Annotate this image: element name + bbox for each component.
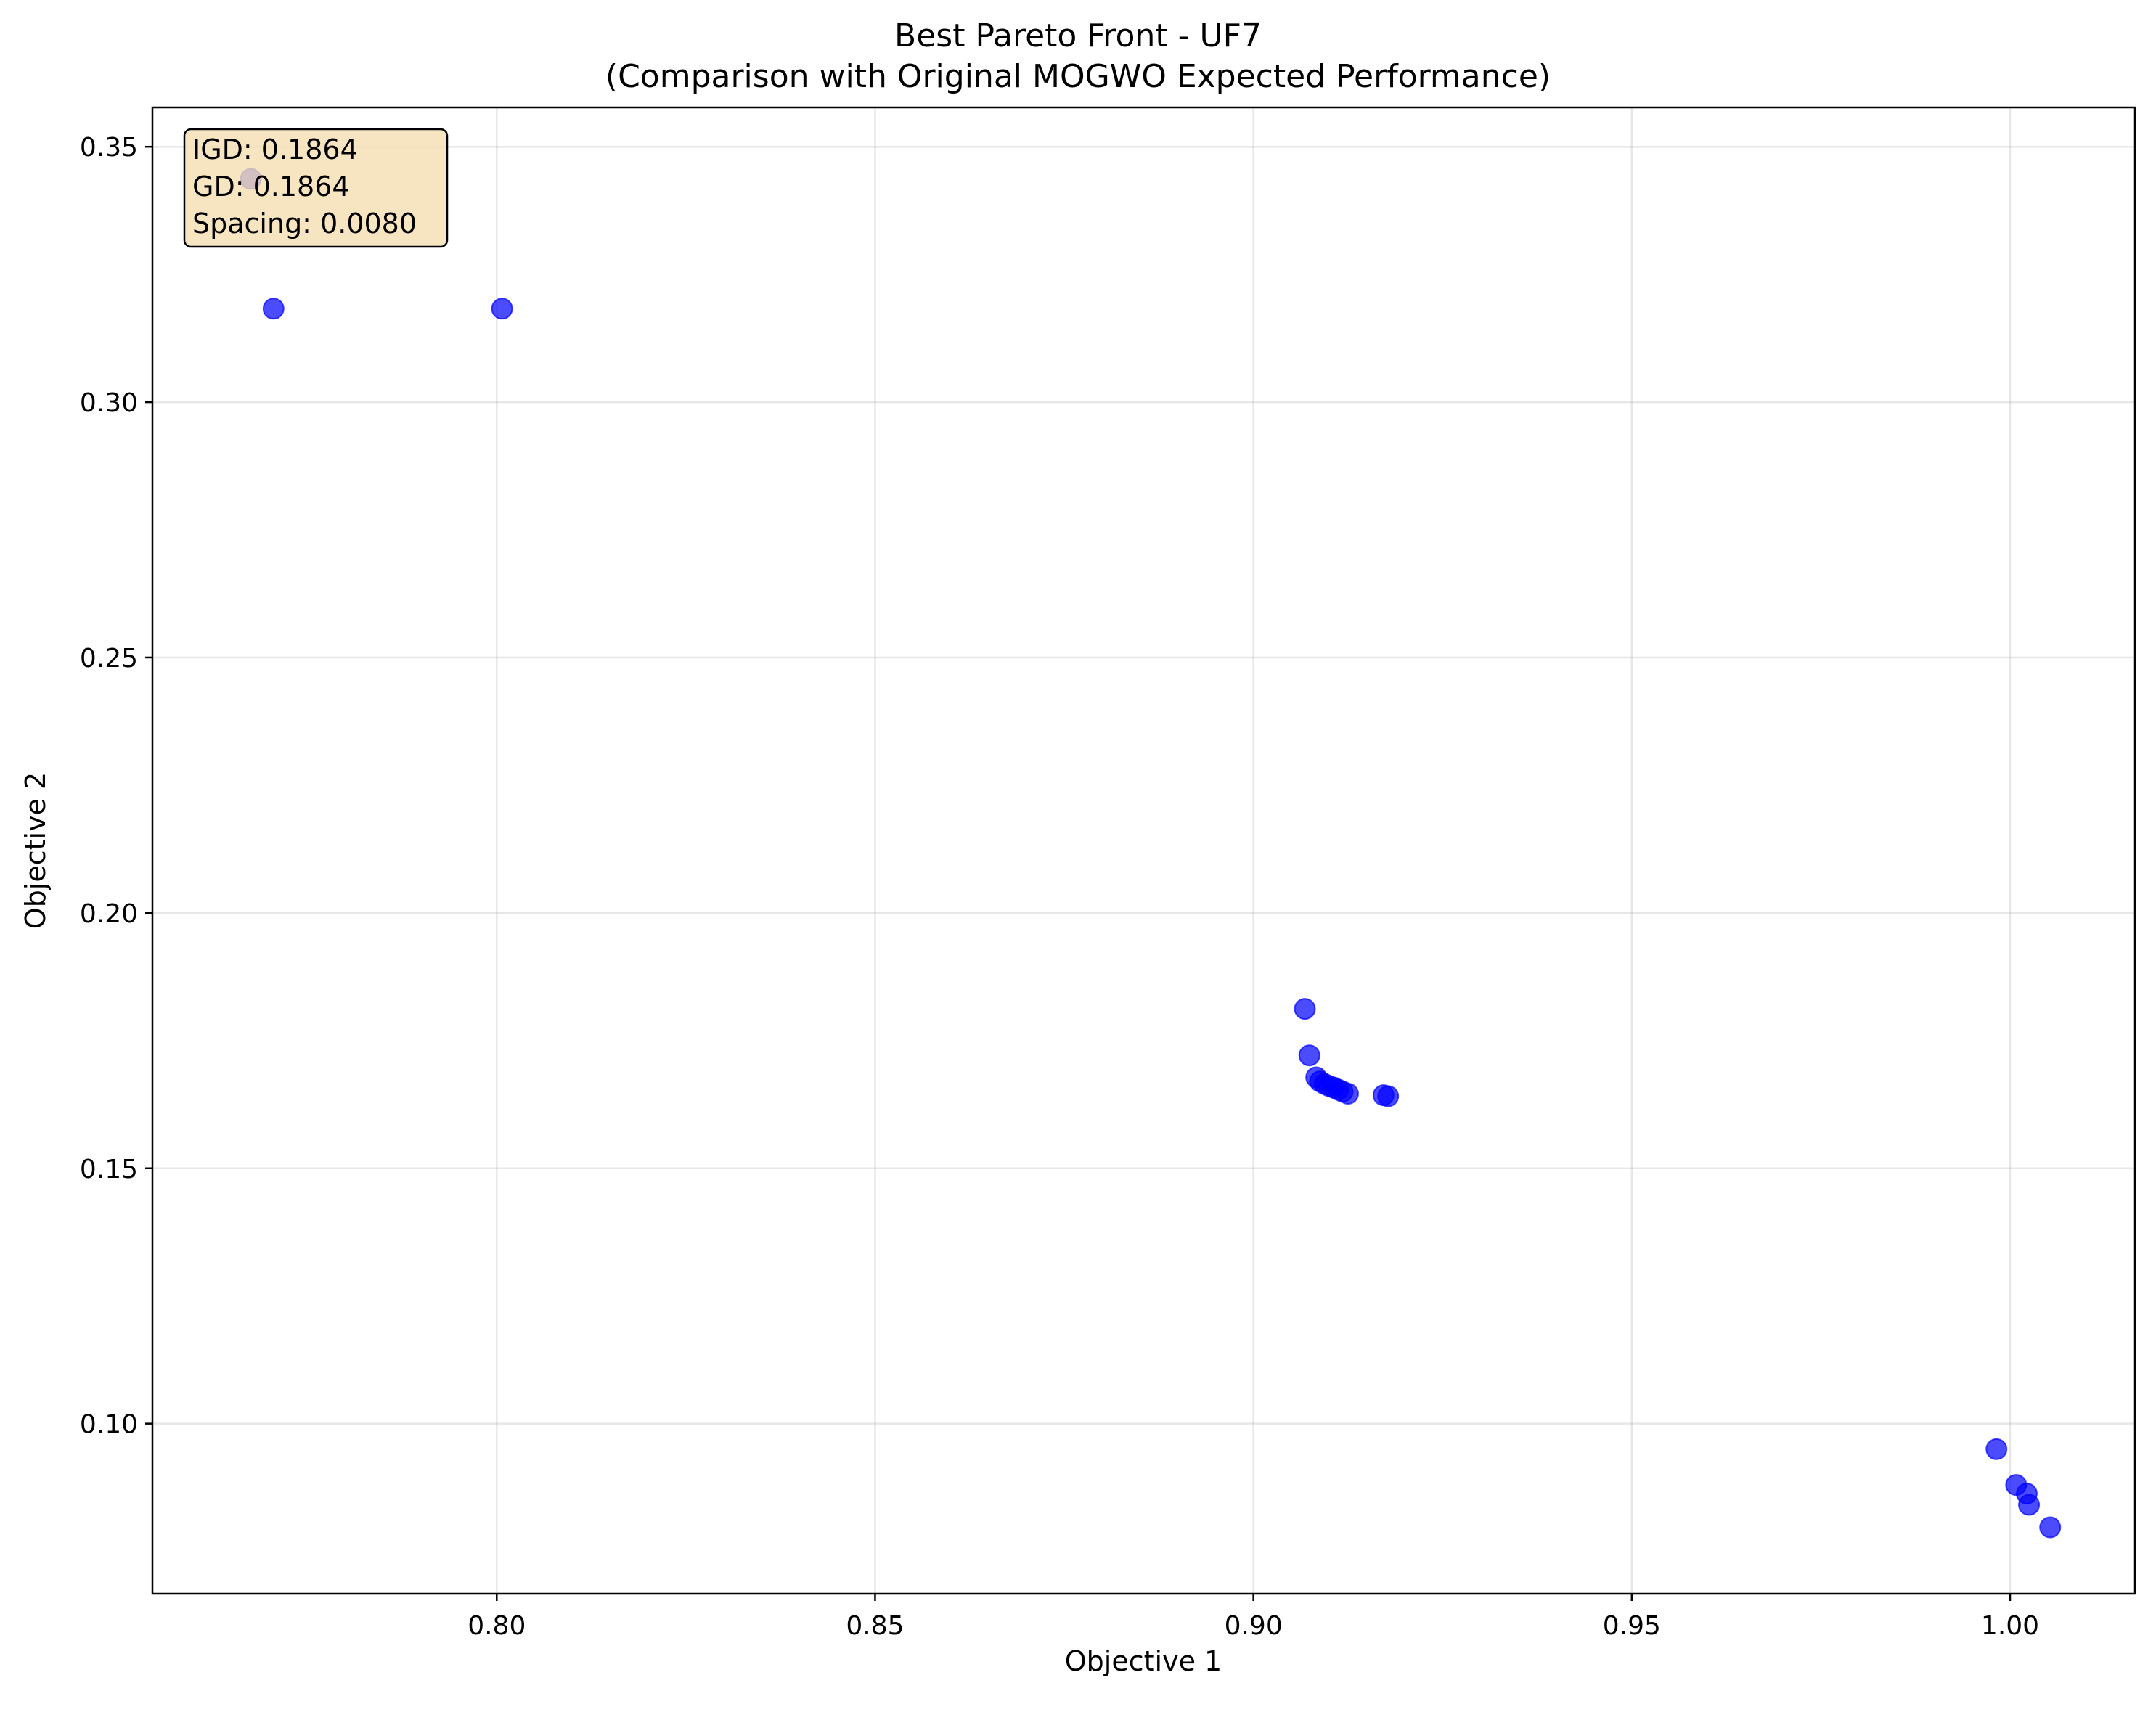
y-tick-label: 0.25 bbox=[80, 644, 138, 673]
gd-metric: GD: 0.1864 bbox=[192, 171, 350, 202]
pareto-point bbox=[1985, 1438, 2008, 1460]
gridlines bbox=[152, 107, 2135, 1594]
pareto-point bbox=[1377, 1085, 1400, 1107]
y-tick-label: 0.10 bbox=[80, 1410, 138, 1440]
y-tick-label: 0.15 bbox=[80, 1155, 138, 1184]
pareto-point bbox=[491, 298, 513, 320]
x-tick-label: 0.85 bbox=[846, 1611, 904, 1641]
y-axis-label: Objective 2 bbox=[20, 772, 52, 929]
pareto-point bbox=[1294, 998, 1316, 1020]
metrics-annotation: IGD: 0.1864 GD: 0.1864 Spacing: 0.0080 bbox=[183, 128, 449, 248]
y-tick-label: 0.35 bbox=[80, 133, 138, 163]
x-tick-label: 0.95 bbox=[1603, 1611, 1661, 1641]
pareto-point bbox=[1336, 1082, 1359, 1105]
x-tick-label: 0.90 bbox=[1225, 1611, 1283, 1641]
x-tick-label: 1.00 bbox=[1981, 1611, 2039, 1641]
pareto-point bbox=[2039, 1516, 2062, 1539]
spacing-metric: Spacing: 0.0080 bbox=[192, 208, 417, 239]
pareto-point bbox=[1298, 1044, 1320, 1067]
chart-subtitle: (Comparison with Original MOGWO Expected… bbox=[605, 58, 1551, 95]
axis-ticks: 0.80 0.85 0.90 0.95 1.00 0.10 0.15 0.20 0.25 0.30… bbox=[80, 133, 2039, 1641]
pareto-point bbox=[2018, 1494, 2041, 1516]
metrics-annotation-box bbox=[183, 128, 449, 248]
pareto-point bbox=[262, 298, 285, 320]
igd-metric: IGD: 0.1864 bbox=[192, 134, 358, 165]
x-axis-label: Objective 1 bbox=[1065, 1645, 1222, 1677]
chart-title: Best Pareto Front - UF7 bbox=[894, 17, 1262, 54]
y-tick-label: 0.30 bbox=[80, 388, 138, 418]
y-tick-label: 0.20 bbox=[80, 899, 138, 929]
x-tick-label: 0.80 bbox=[467, 1611, 526, 1641]
plot-frame bbox=[151, 106, 2136, 1595]
